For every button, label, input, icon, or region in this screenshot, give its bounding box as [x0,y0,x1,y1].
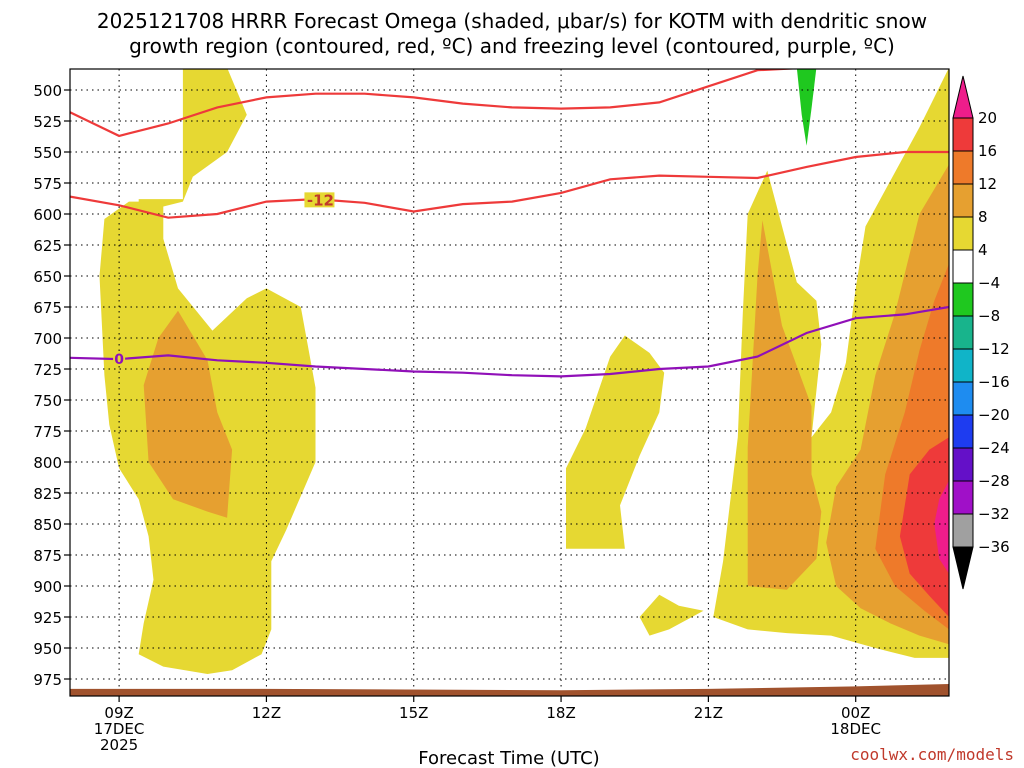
colorbar-box [952,183,974,218]
dgz-contour-1 [70,150,949,219]
y-tick-label: 575 [33,175,62,193]
x-tick-label: 15Z [399,704,428,722]
chart-title-line1: 2025121708 HRRR Forecast Omega (shaded, … [96,9,928,33]
colorbar-box [952,381,974,416]
colorbar-box [952,216,974,251]
colorbar-label: 4 [978,241,988,259]
colorbar: 20 16 12 8 4 −4 −8 −12 −16 −20 −24 −28 −32 −36 [952,75,1010,590]
x-tick-label: 2025 [100,736,138,754]
colorbar-label: −20 [978,406,1010,424]
y-tick-label: 550 [33,144,62,162]
y-tick-label: 650 [33,268,62,286]
omega-region-5 [143,310,233,518]
y-tick-label: 900 [33,578,62,596]
y-tick-label: 975 [33,671,62,689]
colorbar-label: 12 [978,175,997,193]
colorbar-box [952,447,974,482]
y-tick-label: 925 [33,609,62,627]
x-tick-label: 21Z [694,704,723,722]
omega-region-11 [796,69,817,146]
colorbar-label: −12 [978,340,1010,358]
y-tick-label: 800 [33,454,62,472]
y-tick-label: 775 [33,423,62,441]
omega-region-3 [639,594,704,636]
y-tick-label: 525 [33,113,62,131]
y-tick-label: 825 [33,485,62,503]
y-tick-label: 625 [33,237,62,255]
x-tick-label: 18DEC [830,720,881,738]
omega-region-0 [138,69,247,222]
dgz-contour-0 [70,69,803,138]
colorbar-label: −4 [978,274,1000,292]
contours: -12 0 [70,69,949,378]
colorbar-label: −36 [978,538,1010,556]
colorbar-label: −16 [978,373,1010,391]
colorbar-label: 20 [978,109,997,127]
x-tick-label: 09Z [104,704,133,722]
colorbar-box [952,315,974,350]
omega-region-10 [934,480,949,574]
colorbar-label: 16 [978,142,997,160]
grid-lines [70,69,949,696]
colorbar-label: −28 [978,472,1010,490]
contour-label-bg [304,192,335,208]
colorbar-label: −8 [978,307,1000,325]
terrain-fill [70,684,949,696]
y-tick-label: 850 [33,516,62,534]
colorbar-box [952,480,974,515]
colorbar-box [952,282,974,317]
y-tick-label: 875 [33,547,62,565]
colorbar-label: 8 [978,208,988,226]
y-tick-label: 700 [33,330,62,348]
x-tick-label: 12Z [252,704,281,722]
freezing-level-label: 0 [114,352,124,368]
omega-region-2 [566,335,665,549]
colorbar-box [952,150,974,185]
colorbar-box [952,348,974,383]
y-tick-label: 500 [33,82,62,100]
x-axis-label: Forecast Time (UTC) [418,748,599,768]
y-tick-label: 675 [33,299,62,317]
y-tick-label: 950 [33,640,62,658]
dgz-contour-label: -12 [307,191,334,209]
terrain [70,684,949,696]
colorbar-box [952,117,974,152]
omega-region-6 [747,220,822,590]
y-tick-label: 725 [33,361,62,379]
colorbar-label: −32 [978,505,1010,523]
omega-region-9 [899,437,949,617]
colorbar-bottom-arrow [952,546,974,590]
chart-title-line2: growth region (contoured, red, ºC) and f… [129,34,895,58]
plot-frame [69,68,950,697]
freezing-label-bg [113,351,126,367]
colorbar-box [952,513,974,548]
colorbar-box [952,249,974,284]
y-tick-label: 750 [33,392,62,410]
watermark: coolwx.com/models [850,745,1014,764]
x-tick-label: 00Z [841,704,870,722]
colorbar-label: −24 [978,439,1010,457]
colorbar-box [952,414,974,449]
omega-shading [99,69,949,674]
freezing-level-contour [70,305,949,378]
colorbar-top-arrow [952,75,974,119]
y-tick-label: 600 [33,206,62,224]
x-tick-label: 18Z [546,704,575,722]
y-axis: 500 525 550 575 600 625 650 675 700 725 750 775 800 8… [33,82,70,689]
x-tick-label: 17DEC [94,720,145,738]
